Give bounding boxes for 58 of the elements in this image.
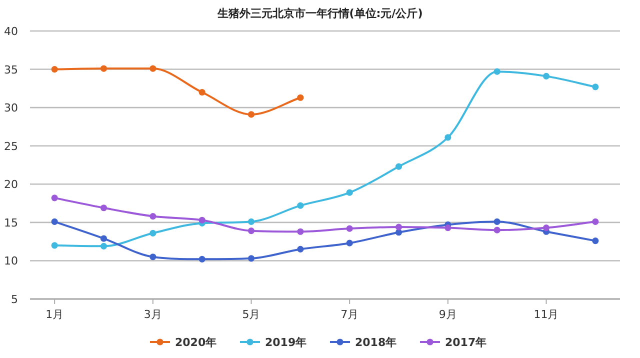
point — [51, 194, 58, 202]
point — [592, 218, 599, 225]
point — [346, 225, 353, 232]
y-tick-label: 20 — [4, 178, 18, 192]
point — [100, 242, 108, 250]
point — [395, 229, 402, 236]
x-tick-label: 9月 — [438, 308, 457, 321]
point — [444, 134, 452, 141]
point — [100, 65, 108, 72]
y-tick-label: 35 — [4, 63, 18, 76]
point — [494, 218, 500, 225]
point — [444, 224, 452, 232]
point — [198, 216, 206, 224]
point — [297, 202, 304, 209]
legend-label: 2020年 — [175, 336, 217, 349]
y-tick-label: 30 — [4, 102, 18, 115]
point — [592, 238, 599, 244]
legend-label: 2017年 — [445, 336, 487, 349]
point — [297, 94, 304, 101]
point — [494, 68, 500, 75]
point — [51, 218, 58, 225]
point — [494, 226, 500, 234]
chart-title: 生猪外三元北京市一年行情(单位:元/公斤) — [216, 7, 423, 20]
point — [150, 230, 156, 236]
y-tick-label: 15 — [4, 216, 18, 230]
point — [395, 224, 402, 230]
x-tick-label: 5月 — [242, 308, 260, 321]
x-tick-label: 11月 — [534, 308, 559, 321]
y-tick-label: 5 — [11, 293, 18, 306]
point — [395, 163, 402, 170]
point — [248, 111, 255, 118]
point — [297, 246, 304, 253]
y-tick-label: 10 — [4, 254, 18, 268]
point — [542, 224, 550, 232]
x-tick-label: 7月 — [340, 308, 359, 321]
point — [51, 66, 58, 73]
point — [248, 228, 255, 234]
y-tick-label: 40 — [4, 25, 18, 38]
point — [150, 65, 156, 72]
point — [346, 189, 353, 196]
point — [100, 235, 108, 242]
point — [542, 72, 550, 80]
point — [248, 218, 255, 225]
point — [198, 88, 206, 96]
point — [346, 240, 353, 246]
point — [150, 213, 156, 220]
y-tick-label: 25 — [4, 140, 18, 153]
x-tick-label: 3月 — [144, 308, 162, 321]
point — [150, 254, 156, 260]
legend-label: 2018年 — [355, 336, 397, 349]
point — [100, 204, 108, 212]
point — [51, 242, 58, 249]
x-tick-label: 1月 — [46, 308, 64, 321]
point — [297, 228, 304, 235]
point — [592, 84, 599, 90]
point — [248, 255, 255, 262]
point — [198, 256, 206, 262]
legend-label: 2019年 — [265, 336, 307, 349]
